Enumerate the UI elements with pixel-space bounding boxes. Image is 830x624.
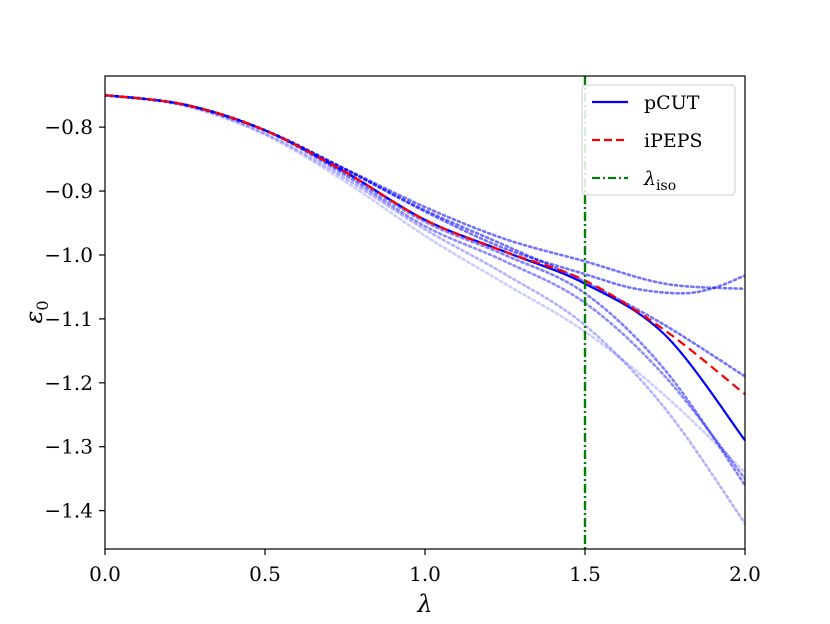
x-tick-label: 0.0 (89, 562, 121, 586)
series-line-ipeps (105, 94, 745, 396)
series-layer (105, 76, 745, 549)
legend-label-lambda-iso: λiso (643, 168, 676, 194)
y-tick-label: −1.1 (44, 307, 93, 331)
series-line-order-8 (105, 93, 745, 474)
legend-label-ipeps: iPEPS (644, 130, 703, 152)
legend: pCUT iPEPS λiso (581, 84, 736, 196)
x-tick-label: 0.5 (249, 562, 281, 586)
y-tick-label: −1.3 (44, 435, 93, 459)
x-tick-label: 1.5 (569, 562, 601, 586)
x-axis-title: λ (416, 590, 432, 618)
y-tick-label: −1.4 (44, 499, 93, 523)
legend-label-pcut: pCUT (644, 92, 700, 114)
legend-frame (581, 84, 736, 196)
y-tick-label: −1.0 (44, 243, 93, 267)
x-tick-label: 1.0 (409, 562, 441, 586)
ticks-layer: 0.0 0.5 1.0 1.5 2.0 −0.8 −0.9 −1.0 −1.1 −1.2 −1.3 −… (44, 115, 760, 586)
y-tick-label: −0.8 (44, 115, 93, 139)
x-tick-label: 2.0 (729, 562, 761, 586)
series-line-order-7 (105, 93, 745, 525)
y-tick-label: −1.2 (44, 371, 93, 395)
y-tick-label: −0.9 (44, 179, 93, 203)
y-axis-title: ε0 (20, 300, 52, 323)
